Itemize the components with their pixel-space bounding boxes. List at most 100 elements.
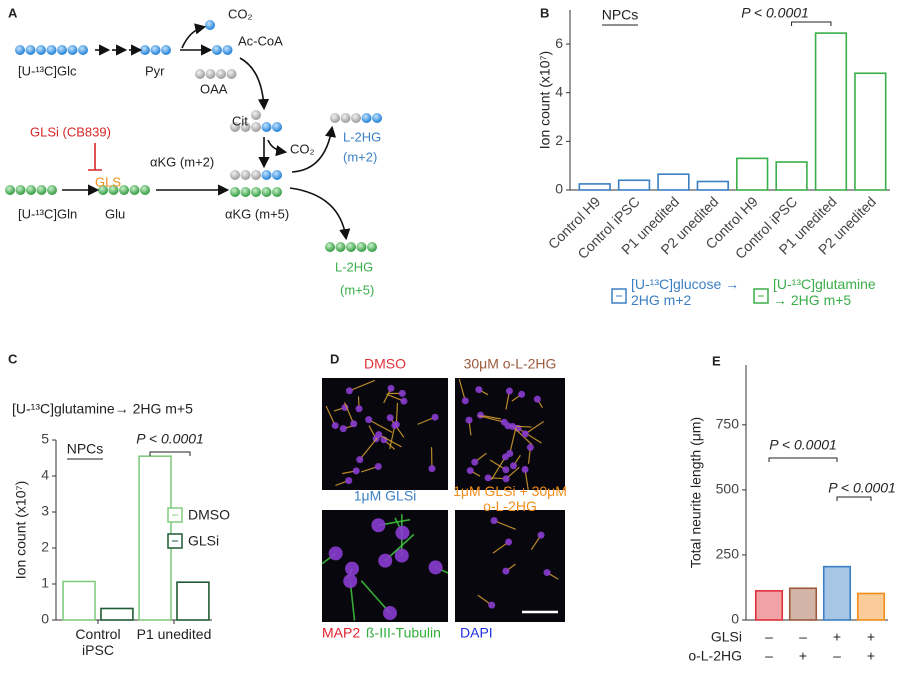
cell-body [400,397,408,405]
y-tick-label: 3 [41,503,49,519]
carbon-atom [261,187,272,197]
carbon-atom [251,110,261,120]
carbon-atom [325,242,335,252]
cell-body [343,574,358,589]
y-tick-label: 0 [731,611,739,627]
condition-level: + [867,629,875,645]
arrow [239,57,270,111]
cell-body [505,387,513,395]
cell-body [502,466,510,474]
diagram-label: αKG (m+5) [225,206,289,221]
carbon-atom [205,69,216,79]
diagram-label: Pyr [145,63,165,78]
condition-label: o-L-2HG [688,648,742,664]
cell-body [505,538,513,546]
annotation: P < 0.0001 [828,480,896,496]
neurite [359,437,378,460]
condition-level: – [765,629,773,645]
panel-label: A [8,5,18,20]
bar [856,592,886,621]
bar [854,72,887,191]
cell-body [526,443,534,451]
diagram-label: (m+2) [343,149,377,164]
cell-body [341,403,349,411]
carbon-atom [261,170,272,180]
carbon-atom [272,170,282,180]
cell-body [475,386,483,394]
cell-body [387,384,395,392]
carbon-atom [226,69,237,79]
cell-body [331,422,339,430]
cell-body [502,475,510,483]
cell-body [428,465,436,473]
carbon-atom [36,45,46,55]
diagram-label: αKG (m+2) [150,154,214,169]
bar [736,157,769,191]
cell-body [365,416,373,424]
cell-body [533,395,541,403]
bar [100,607,134,621]
bar [138,455,172,621]
cell-body [465,416,473,424]
neurite [325,405,336,426]
neurite [524,421,544,435]
condition-level: – [833,648,841,664]
carbon-atom [346,242,356,252]
legend-label: [U-¹³C]glutamine → 2HG m+5 [773,276,876,308]
y-tick-label: 1 [41,575,49,591]
y-axis-label: Ion count (x10⁷) [537,51,553,149]
neurite [349,379,376,392]
y-tick-label: 2 [555,132,563,148]
bar [788,587,818,621]
carbon-atom [98,185,108,195]
inhibition [88,143,102,171]
cell-body [543,569,551,577]
y-tick-label: 4 [41,467,49,483]
arrow [181,23,207,49]
carbon-atom [240,170,251,180]
carbon-atom [15,185,26,195]
y-tick-label: 500 [716,481,740,497]
carbon-atom [272,187,282,197]
legend-label: GLSi [188,533,219,549]
diagram-label: L-2HG [343,129,381,144]
cell-body [509,462,517,470]
cell-body [356,456,364,464]
cell-body [350,420,358,428]
carbon-atom [195,69,205,79]
annotation: P < 0.0001 [741,5,809,21]
y-tick-label: 6 [555,35,563,51]
carbon-atom [5,185,15,195]
arrow [267,139,288,157]
panel-label: B [540,5,549,20]
cell-body [477,411,485,419]
y-axis-label: Ion count (x10⁷) [13,481,29,579]
cell-body [328,546,343,561]
arrow [289,187,351,241]
carbon-atom [361,113,372,123]
panel-label: E [712,353,721,368]
y-tick-label: 0 [41,611,49,627]
neurite [490,456,506,481]
carbon-atom [46,45,57,55]
cell-body [509,422,517,430]
carbon-atom [251,187,261,197]
carbon-atom [205,20,215,30]
carbon-atom [230,170,240,180]
neurite [478,415,505,423]
x-tick-label: P1 unedited [136,626,212,642]
cell-body [461,397,469,405]
y-tick-label: 2 [41,539,49,555]
cell-body [398,389,406,397]
carbon-atom [15,45,25,55]
image-label: 1μM GLSi [354,488,417,504]
carbon-atom [212,45,222,55]
y-tick-label: 750 [716,416,740,432]
legend-label: [U-¹³C]glucose → 2HG m+2 [631,276,740,308]
carbon-atom [129,185,140,195]
cell-body [484,474,492,482]
cell-body [352,467,360,475]
cell-body [471,458,479,466]
cell-body [428,560,443,575]
cell-body [392,421,400,429]
